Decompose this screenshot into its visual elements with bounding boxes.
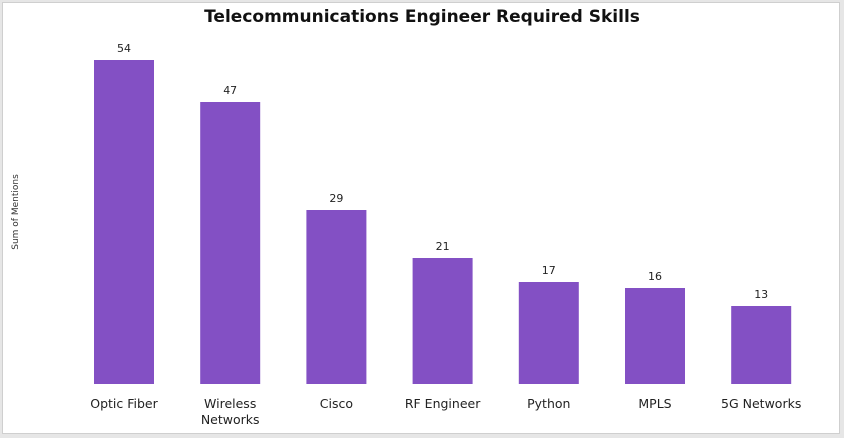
data-label-1: 47 [223, 84, 237, 97]
x-tick-label-3: RF Engineer [405, 396, 481, 411]
x-tick-label-line: 5G Networks [721, 396, 801, 411]
x-tick-label-line: Cisco [320, 396, 353, 411]
x-tick-label-line: RF Engineer [405, 396, 481, 411]
bar-3[interactable] [412, 258, 473, 384]
data-label-3: 21 [436, 240, 450, 253]
x-tick-label-line: MPLS [638, 396, 671, 411]
x-tick-label-2: Cisco [320, 396, 353, 411]
bar-5[interactable] [625, 288, 685, 384]
x-tick-label-0: Optic Fiber [90, 396, 158, 411]
data-label-2: 29 [329, 192, 343, 205]
bar-6[interactable] [731, 306, 792, 384]
x-tick-label-line: Wireless [204, 396, 256, 411]
data-label-5: 16 [648, 270, 662, 283]
x-tick-label-6: 5G Networks [721, 396, 801, 411]
bars-group: 54 Optic Fiber 47 Wireless Networks 29 Cisco 21… [90, 42, 801, 427]
data-label-0: 54 [117, 42, 131, 55]
bar-2[interactable] [306, 210, 367, 384]
bar-1[interactable] [200, 102, 261, 384]
bar-4[interactable] [518, 282, 579, 384]
y-axis-label: Sum of Mentions [11, 174, 21, 250]
x-tick-label-1: Wireless Networks [201, 396, 260, 427]
data-label-4: 17 [542, 264, 556, 277]
x-tick-label-line: Optic Fiber [90, 396, 158, 411]
data-label-6: 13 [754, 288, 768, 301]
x-tick-label-line: Python [527, 396, 570, 411]
chart-title: Telecommunications Engineer Required Ski… [204, 7, 640, 27]
bar-0[interactable] [94, 60, 154, 384]
x-tick-label-4: Python [527, 396, 570, 411]
x-tick-label-5: MPLS [638, 396, 671, 411]
x-tick-label-line: Networks [201, 412, 260, 427]
